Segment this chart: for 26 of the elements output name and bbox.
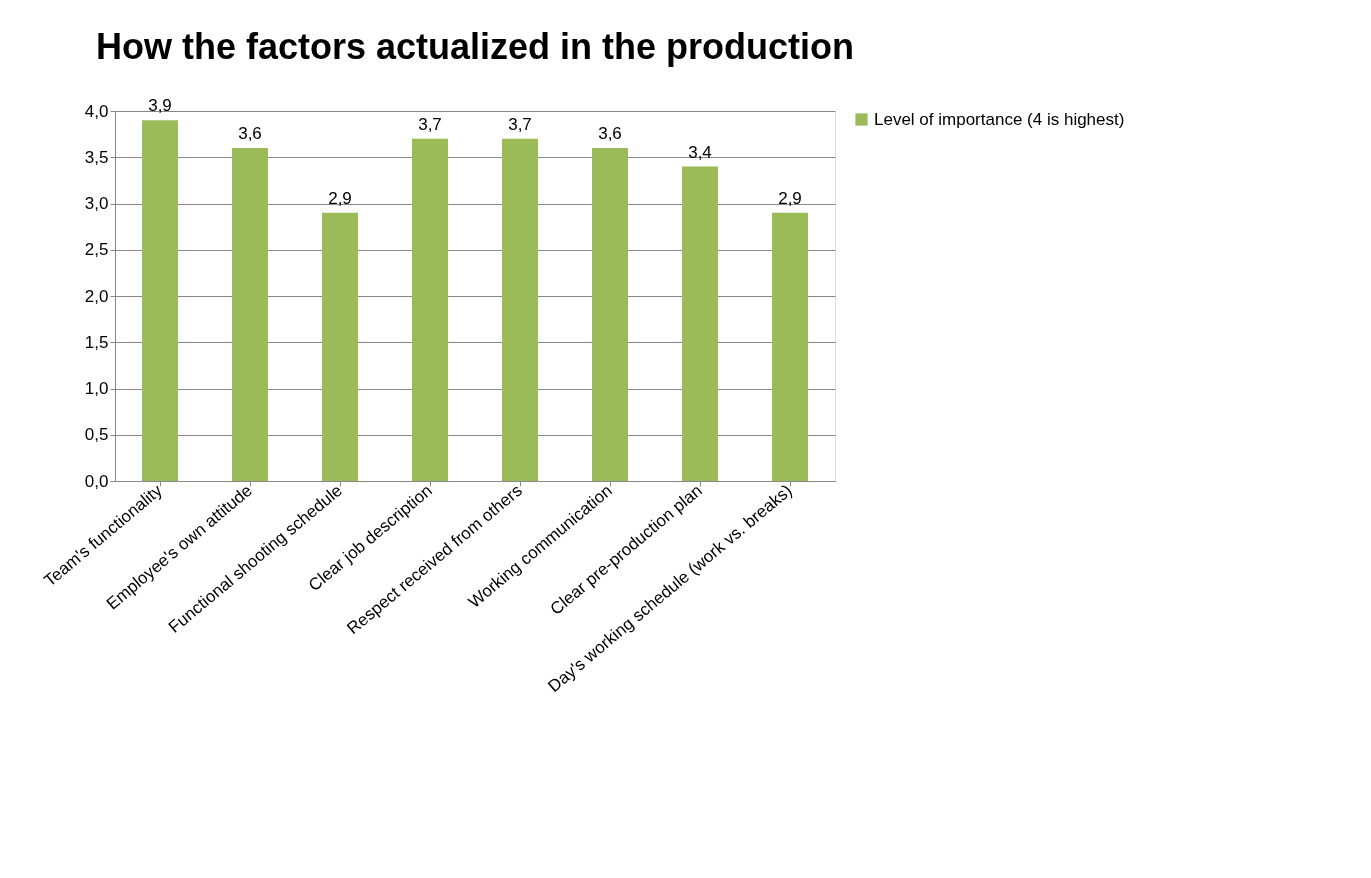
y-tick-label: 2,5 — [84, 240, 109, 260]
y-tick-label: 1,5 — [84, 332, 109, 352]
bar — [772, 212, 808, 481]
bar — [592, 148, 628, 481]
bar — [232, 148, 268, 481]
data-label: 2,9 — [328, 188, 352, 208]
y-tick-label: 3,0 — [84, 194, 109, 213]
bar — [502, 138, 538, 481]
bar — [322, 212, 358, 481]
data-label: 3,7 — [508, 114, 532, 134]
y-tick-label: 2,0 — [84, 286, 109, 306]
data-label: 3,6 — [598, 124, 622, 143]
y-tick-label: 4,0 — [84, 101, 109, 121]
bar — [682, 166, 718, 481]
data-label: 3,9 — [148, 96, 172, 116]
data-label: 3,4 — [688, 142, 712, 162]
y-tick-label: 0,5 — [84, 425, 109, 445]
legend-label: Level of importance (4 is highest) — [874, 109, 1125, 129]
bar — [412, 138, 448, 481]
chart-title: How the factors actualized in the production — [95, 26, 855, 68]
data-label: 2,9 — [778, 188, 802, 208]
y-tick-label: 3,5 — [84, 147, 109, 167]
y-tick-label: 1,0 — [84, 379, 109, 398]
data-label: 3,7 — [418, 114, 442, 134]
bar — [142, 120, 178, 481]
data-label: 3,6 — [238, 124, 262, 143]
